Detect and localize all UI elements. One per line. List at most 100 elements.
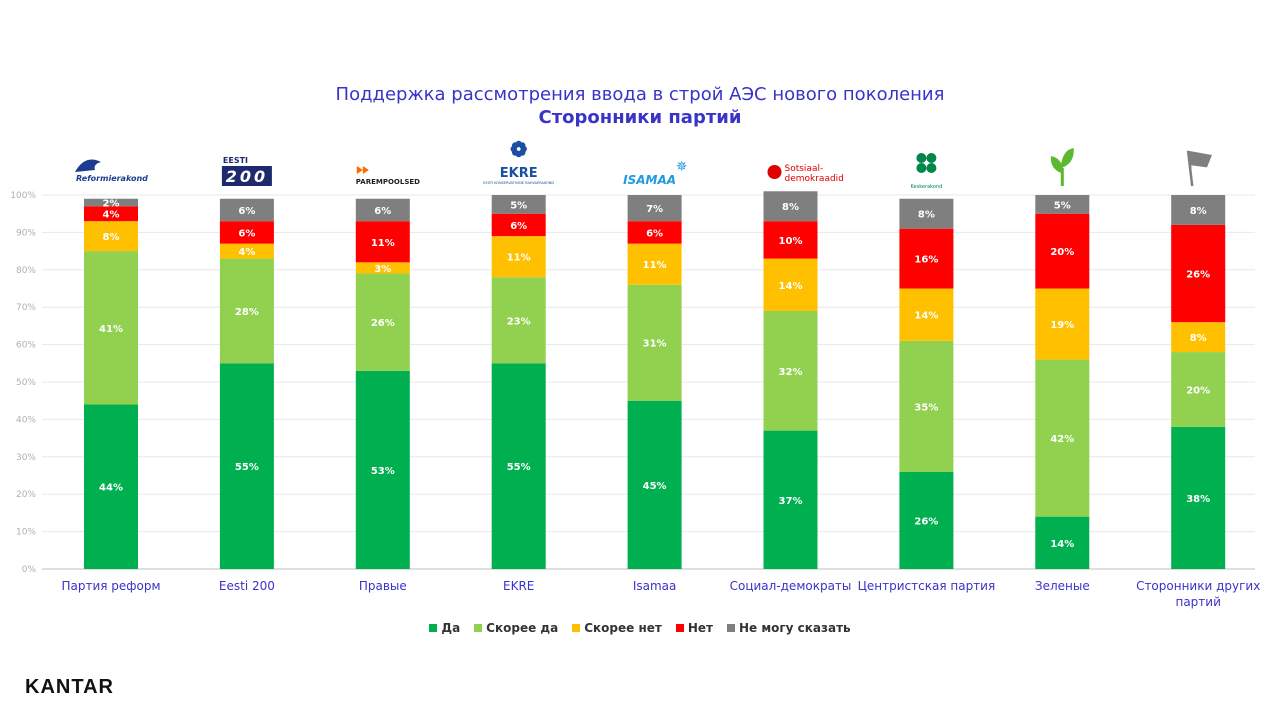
legend-item: Не могу сказать (726, 621, 851, 635)
data-label: 31% (643, 339, 667, 350)
data-label: 38% (1186, 494, 1210, 505)
bar-segment (355, 370, 410, 569)
data-label: 35% (914, 402, 938, 413)
data-label: 55% (507, 462, 531, 473)
eesti200-logo (221, 166, 272, 186)
bar-segment (84, 221, 138, 252)
legend-item: Нет (675, 621, 713, 635)
logo-text: Keskerakond (911, 184, 943, 190)
logo-text: demokraadid (785, 174, 844, 184)
bar-segment (1171, 322, 1226, 353)
data-label: 8% (103, 232, 120, 243)
bar-segment (355, 262, 410, 274)
bar-segment (899, 471, 954, 569)
data-label: 6% (238, 228, 255, 239)
x-tick-label: партий (1175, 595, 1220, 609)
logo-text: EESTI (223, 156, 248, 165)
data-label: 26% (371, 318, 395, 329)
y-tick-label: 50% (16, 378, 36, 388)
legend-item: Да (429, 621, 460, 635)
legend-item: Скорее нет (572, 621, 662, 635)
bar-segment (627, 284, 682, 401)
bar-segment (355, 273, 410, 371)
data-label: 37% (779, 496, 803, 507)
data-label: 2% (103, 198, 120, 209)
data-label: 6% (238, 206, 255, 217)
data-label: 23% (507, 316, 531, 327)
legend-label: Скорее нет (584, 621, 662, 635)
legend-label: Да (441, 621, 461, 635)
bar-segment (84, 206, 138, 222)
logo-text: ISAMAA (623, 173, 676, 187)
bar-segment (763, 430, 818, 569)
y-tick-label: 30% (16, 453, 36, 463)
bar-segment (1171, 426, 1226, 569)
data-label: 8% (918, 210, 935, 221)
chart-title: Поддержка рассмотрения ввода в строй АЭС… (335, 84, 945, 105)
bar-segment (763, 191, 818, 222)
bar-segment (1171, 352, 1226, 427)
y-tick-label: 60% (16, 341, 36, 351)
bar-segment (627, 400, 682, 569)
logo-text: EKRE (500, 166, 538, 181)
data-label: 6% (510, 221, 527, 232)
x-tick-label: EKRE (503, 579, 534, 593)
x-tick-label: Isamaa (633, 579, 677, 593)
bar-segment (219, 198, 274, 222)
x-tick-label: Сторонники других (1136, 579, 1260, 593)
bar-segment (1035, 516, 1090, 569)
x-tick-label: Зеленые (1035, 579, 1090, 593)
data-label: 14% (779, 281, 803, 292)
squirrel-clover-icon (926, 163, 937, 173)
chart-subtitle: Сторонники партий (538, 107, 742, 128)
bar-segment (219, 243, 274, 259)
data-label: 26% (914, 516, 938, 527)
rose-icon (767, 165, 782, 179)
data-label: 4% (238, 247, 255, 258)
bar-segment (355, 198, 410, 222)
bar-segment (355, 221, 410, 263)
y-tick-label: 20% (16, 490, 36, 500)
data-label: 19% (1050, 320, 1074, 331)
bar-segment (763, 221, 818, 259)
data-label: 10% (779, 236, 803, 247)
y-tick-label: 80% (16, 266, 36, 276)
bar-segment (491, 363, 546, 569)
star-icon: ✵ (676, 159, 688, 175)
logo-text: PAREMPOOLSED (356, 178, 420, 186)
bar-segment (1171, 224, 1226, 323)
bar-segment (899, 340, 954, 472)
data-label: 3% (374, 264, 391, 275)
x-tick-label: Социал-демократы (730, 579, 852, 593)
y-tick-label: 10% (16, 528, 36, 538)
data-label: 6% (374, 206, 391, 217)
x-tick-label: Eesti 200 (219, 579, 275, 593)
chart-legend: Да Скорее да Скорее нет Нет Не могу сказать (0, 621, 1280, 635)
legend-label: Нет (687, 621, 713, 635)
data-label: 14% (1050, 539, 1074, 550)
fast-forward-icon (356, 166, 369, 174)
data-label: 6% (646, 228, 663, 239)
data-label: 26% (1186, 270, 1210, 281)
data-label: 11% (643, 260, 667, 271)
bar-segment (219, 221, 274, 244)
y-tick-label: 90% (16, 228, 36, 238)
data-label: 28% (235, 307, 259, 318)
y-tick-label: 0% (22, 565, 37, 575)
x-tick-label: Партия реформ (61, 579, 160, 593)
data-label: 16% (914, 255, 938, 266)
data-label: 32% (779, 367, 803, 378)
data-label: 5% (510, 200, 527, 211)
cornflower-icon (519, 142, 526, 149)
data-label: 8% (1190, 333, 1207, 344)
legend-swatch (726, 624, 735, 632)
logo-text: Sotsiaal- (785, 164, 824, 174)
data-label: 8% (1190, 206, 1207, 217)
x-tick-label: Правые (359, 579, 407, 593)
bar-segment (1035, 288, 1090, 360)
data-label: 5% (1054, 200, 1071, 211)
bar-segment (84, 251, 138, 405)
data-label: 44% (99, 483, 123, 494)
logo-text: 200 (226, 167, 268, 186)
kantar-logo: KANTAR (25, 676, 114, 698)
